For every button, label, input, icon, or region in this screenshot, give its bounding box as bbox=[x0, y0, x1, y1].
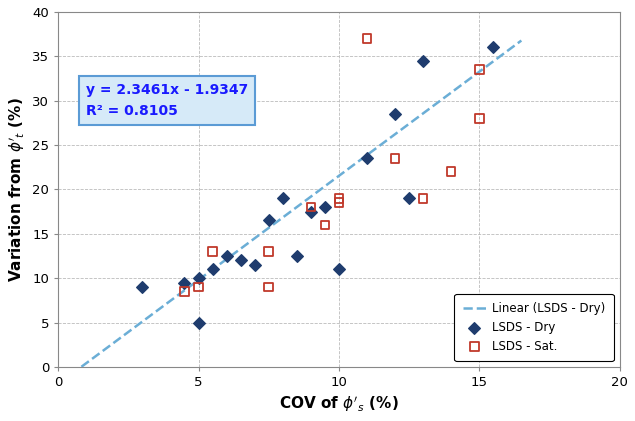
Line: Linear (LSDS - Dry): Linear (LSDS - Dry) bbox=[81, 40, 521, 367]
LSDS - Sat. bbox=[334, 200, 344, 206]
LSDS - Dry bbox=[334, 266, 344, 273]
Y-axis label: Variation from $\phi'_t$ (%): Variation from $\phi'_t$ (%) bbox=[7, 97, 27, 282]
LSDS - Dry bbox=[305, 208, 316, 215]
LSDS - Dry bbox=[194, 319, 204, 326]
Linear (LSDS - Dry) bbox=[95, 351, 103, 356]
Linear (LSDS - Dry) bbox=[195, 277, 203, 282]
LSDS - Dry bbox=[291, 253, 302, 259]
LSDS - Dry bbox=[418, 57, 428, 64]
LSDS - Dry bbox=[194, 275, 204, 282]
LSDS - Sat. bbox=[320, 221, 330, 228]
Linear (LSDS - Dry) bbox=[518, 38, 525, 43]
LSDS - Sat. bbox=[264, 284, 274, 290]
LSDS - Dry bbox=[277, 195, 288, 202]
LSDS - Dry bbox=[264, 217, 274, 224]
LSDS - Dry bbox=[208, 266, 218, 273]
Legend: Linear (LSDS - Dry), LSDS - Dry, LSDS - Sat.: Linear (LSDS - Dry), LSDS - Dry, LSDS - … bbox=[455, 293, 613, 361]
Text: y = 2.3461x - 1.9347
R² = 0.8105: y = 2.3461x - 1.9347 R² = 0.8105 bbox=[86, 83, 248, 118]
LSDS - Sat. bbox=[474, 115, 485, 122]
LSDS - Sat. bbox=[194, 284, 204, 290]
LSDS - Dry bbox=[320, 204, 330, 210]
X-axis label: COV of $\phi'_s$ (%): COV of $\phi'_s$ (%) bbox=[279, 394, 399, 414]
LSDS - Sat. bbox=[334, 195, 344, 202]
LSDS - Sat. bbox=[418, 195, 428, 202]
LSDS - Sat. bbox=[446, 168, 457, 175]
Linear (LSDS - Dry) bbox=[495, 54, 503, 59]
LSDS - Dry bbox=[390, 111, 400, 117]
LSDS - Dry bbox=[404, 195, 414, 202]
LSDS - Dry bbox=[222, 253, 232, 259]
LSDS - Dry bbox=[137, 284, 147, 290]
LSDS - Sat. bbox=[390, 155, 400, 162]
Linear (LSDS - Dry) bbox=[480, 66, 488, 71]
LSDS - Sat. bbox=[474, 66, 485, 73]
LSDS - Dry bbox=[488, 44, 498, 51]
LSDS - Sat. bbox=[179, 288, 189, 295]
Linear (LSDS - Dry) bbox=[159, 304, 167, 309]
LSDS - Sat. bbox=[208, 248, 218, 255]
LSDS - Dry bbox=[362, 155, 372, 162]
LSDS - Sat. bbox=[362, 35, 372, 42]
LSDS - Dry bbox=[179, 279, 189, 286]
LSDS - Sat. bbox=[305, 204, 316, 210]
LSDS - Dry bbox=[236, 257, 246, 264]
Linear (LSDS - Dry) bbox=[104, 344, 112, 349]
Linear (LSDS - Dry) bbox=[77, 364, 85, 369]
LSDS - Sat. bbox=[264, 248, 274, 255]
LSDS - Dry bbox=[250, 261, 260, 268]
